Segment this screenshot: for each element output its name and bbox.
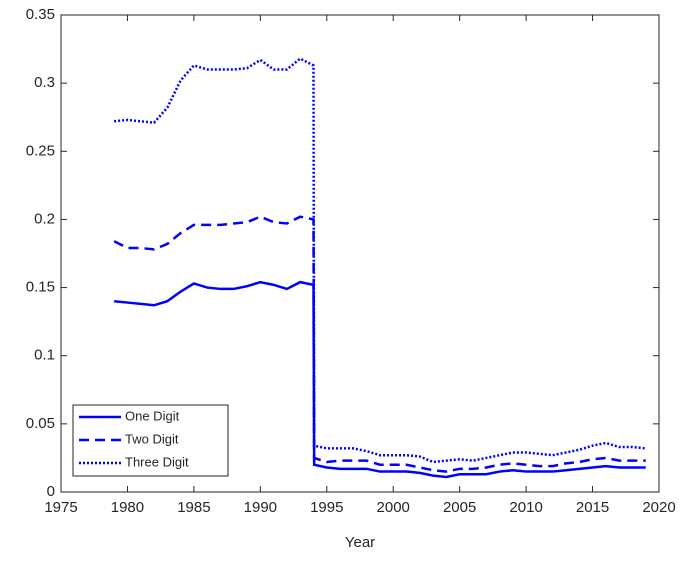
legend-label: Two Digit [125, 431, 179, 446]
x-tick-label: 2005 [443, 499, 476, 516]
y-tick-label: 0 [47, 483, 55, 500]
line-series [114, 280, 646, 479]
y-tick-label: 0.3 [34, 74, 55, 91]
x-tick-label: 1985 [177, 499, 210, 516]
x-tick-label: 2015 [576, 499, 609, 516]
legend-label: One Digit [125, 408, 180, 423]
y-tick-label: 0.15 [26, 279, 55, 296]
x-tick-label: 2010 [509, 499, 542, 516]
y-tick-label: 0.05 [26, 415, 55, 432]
y-tick-label: 0.25 [26, 142, 55, 159]
line-series [113, 215, 646, 473]
line-series [114, 57, 646, 464]
y-tick-label: 0.2 [34, 210, 55, 227]
y-tick-label: 0.1 [34, 347, 55, 364]
x-tick-label: 2000 [377, 499, 410, 516]
x-tick-label: 1975 [44, 499, 77, 516]
plot-frame [60, 14, 660, 493]
y-tick-label: 0.35 [26, 6, 55, 23]
legend-label: Three Digit [125, 454, 189, 469]
x-tick-label: 1995 [310, 499, 343, 516]
x-tick-label: 2020 [642, 499, 675, 516]
x-axis-label: Year [345, 534, 375, 551]
x-tick-label: 1980 [111, 499, 144, 516]
x-tick-label: 1990 [244, 499, 277, 516]
